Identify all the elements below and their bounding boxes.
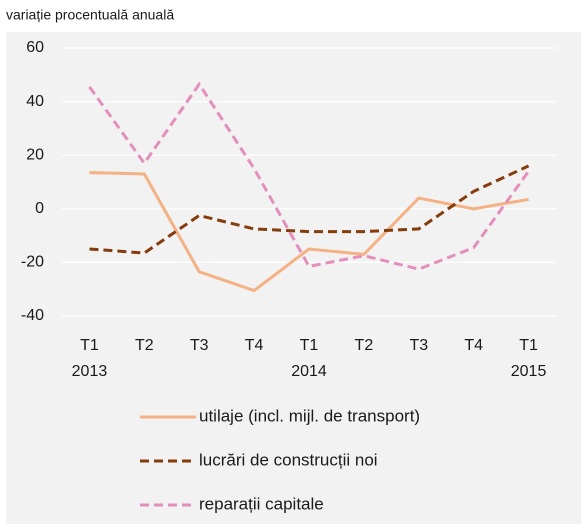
legend-label: lucrări de construcții noi <box>199 450 378 469</box>
x-tick-label: T1 <box>519 337 538 354</box>
legend-label: utilaje (incl. mijl. de transport) <box>199 406 420 425</box>
chart-subtitle: variație procentuală anuală <box>6 7 174 23</box>
series-line <box>89 164 530 255</box>
series-line <box>88 81 530 271</box>
x-group-label: 2014 <box>291 363 327 380</box>
x-group-label: 2015 <box>511 363 547 380</box>
y-tick-label: 40 <box>26 93 44 110</box>
y-tick-label: -20 <box>21 254 44 271</box>
x-tick-label: T3 <box>409 337 428 354</box>
y-tick-label: -40 <box>21 307 44 324</box>
y-tick-label: 20 <box>26 146 44 163</box>
x-tick-label: T4 <box>464 337 483 354</box>
x-tick-label: T3 <box>190 337 209 354</box>
x-tick-label: T1 <box>80 337 99 354</box>
chart-background <box>6 32 581 524</box>
y-tick-label: 60 <box>26 39 44 56</box>
legend-label: reparații capitale <box>199 494 324 513</box>
x-group-label: 2013 <box>72 363 108 380</box>
y-tick-label: 0 <box>35 200 44 217</box>
x-tick-label: T4 <box>245 337 264 354</box>
x-tick-label: T1 <box>300 337 319 354</box>
x-tick-label: T2 <box>135 337 154 354</box>
x-tick-label: T2 <box>355 337 374 354</box>
